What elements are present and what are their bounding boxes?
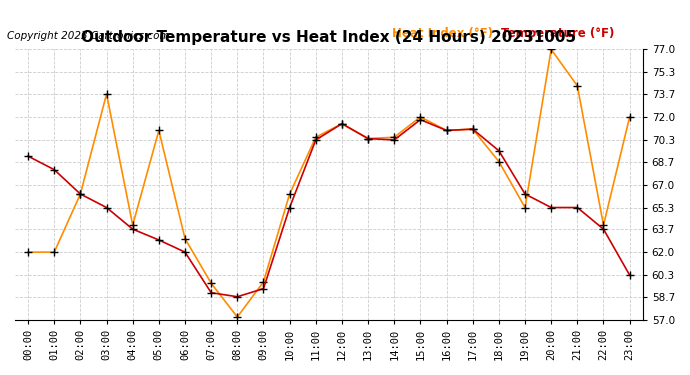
Text: Temperature (°F): Temperature (°F) — [502, 27, 615, 40]
Text: Copyright 2023 Cartronics.com: Copyright 2023 Cartronics.com — [7, 32, 170, 41]
Text: Heat Index (°F): Heat Index (°F) — [392, 27, 497, 40]
Title: Outdoor Temperature vs Heat Index (24 Hours) 20231005: Outdoor Temperature vs Heat Index (24 Ho… — [81, 30, 576, 45]
